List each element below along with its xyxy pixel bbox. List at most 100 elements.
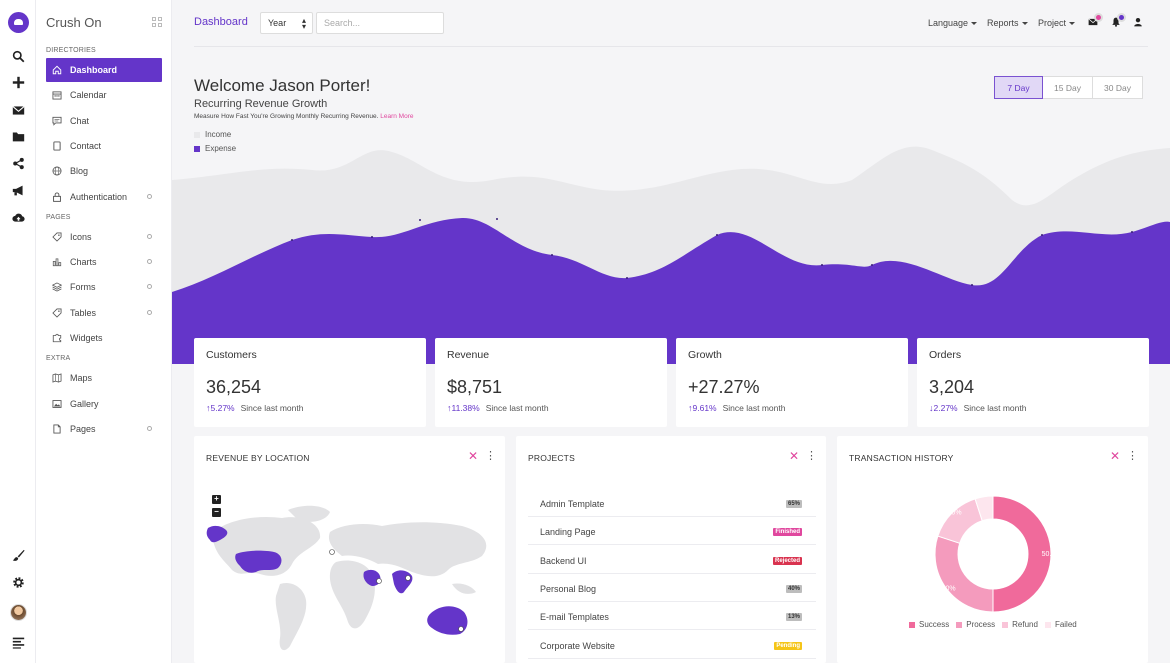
sidebar-item-widgets[interactable]: Widgets: [46, 326, 162, 350]
submenu-indicator-icon: [147, 259, 152, 265]
share-icon[interactable]: [0, 153, 36, 173]
sidebar-item-icons[interactable]: Icons: [46, 225, 162, 249]
map-region-alaska[interactable]: [206, 525, 228, 543]
user-icon[interactable]: [1132, 16, 1144, 28]
project-status-badge: Finished: [773, 528, 802, 537]
project-row[interactable]: Personal Blog 40%: [528, 574, 816, 602]
stat-delta: ↑9.61% Since last month: [688, 403, 785, 413]
sidebar-item-dashboard[interactable]: Dashboard: [46, 58, 162, 82]
project-row[interactable]: Backend UI Rejected: [528, 546, 816, 574]
menu-lines-icon[interactable]: [0, 632, 36, 652]
sidebar-item-charts[interactable]: Charts: [46, 250, 162, 274]
learn-more-link[interactable]: Learn More: [380, 113, 414, 120]
stat-value: 36,254: [206, 377, 262, 397]
close-icon[interactable]: ✕: [468, 449, 479, 463]
brand-logo-icon[interactable]: [8, 12, 29, 33]
bell-icon[interactable]: [1110, 13, 1126, 28]
arrow-up-icon: ↑: [447, 403, 452, 413]
tab-30-day[interactable]: 30 Day: [1093, 76, 1143, 99]
sidebar-item-chat[interactable]: Chat: [46, 109, 162, 133]
sidebar-item-calendar[interactable]: Calendar: [46, 83, 162, 107]
sidebar-item-label: Maps: [70, 373, 93, 384]
reports-dropdown[interactable]: Reports: [987, 18, 1028, 28]
welcome-title: Welcome Jason Porter!: [194, 76, 371, 95]
legend-expense-swatch: [194, 145, 200, 152]
tab-7-day[interactable]: 7 Day: [994, 76, 1043, 99]
sidebar-item-tables[interactable]: Tables: [46, 301, 162, 325]
stat-since: Since last month: [240, 403, 304, 413]
sidebar-item-label: Charts: [70, 257, 97, 268]
legend-income-swatch: [194, 131, 200, 138]
project-status-badge: 65%: [785, 500, 802, 508]
world-map[interactable]: [202, 504, 502, 663]
breadcrumb[interactable]: Dashboard: [194, 16, 248, 28]
project-dropdown[interactable]: Project: [1038, 18, 1075, 28]
submenu-indicator-icon: [147, 233, 152, 239]
sidebar-item-label: Widgets: [70, 333, 103, 343]
file-icon: [46, 424, 68, 434]
donut-slice-failed[interactable]: [974, 495, 994, 522]
sidebar-item-forms[interactable]: Forms: [46, 275, 162, 299]
legend-item-process[interactable]: Process: [956, 620, 995, 629]
period-select-value: Year: [268, 18, 287, 28]
map-region-australia[interactable]: [427, 606, 468, 635]
more-vertical-icon[interactable]: ⋮: [485, 450, 496, 462]
envelope-icon[interactable]: [0, 100, 36, 120]
language-dropdown[interactable]: Language: [928, 18, 977, 28]
mail-notification-icon[interactable]: [1087, 13, 1103, 28]
expense-area: [172, 217, 1170, 364]
close-icon[interactable]: ✕: [789, 449, 800, 463]
sidebar-item-maps[interactable]: Maps: [46, 366, 162, 390]
map-region-usa[interactable]: [235, 550, 282, 573]
project-row[interactable]: Corporate Website Pending: [528, 631, 816, 659]
map-region-saudi-arabia[interactable]: [363, 569, 381, 586]
sidebar-item-label: Icons: [70, 231, 92, 242]
more-vertical-icon[interactable]: ⋮: [806, 450, 817, 462]
project-row[interactable]: E-mail Templates 13%: [528, 602, 816, 631]
search-icon[interactable]: [0, 46, 36, 66]
brush-icon[interactable]: [0, 545, 36, 565]
folder-icon[interactable]: [0, 126, 36, 146]
sidebar-item-contact[interactable]: Contact: [46, 134, 162, 158]
more-vertical-icon[interactable]: ⋮: [1127, 450, 1138, 462]
period-select[interactable]: Year ▴ ▾: [260, 12, 313, 34]
sidebar-item-label: Pages: [70, 423, 96, 434]
cloud-upload-icon[interactable]: [0, 207, 36, 227]
sidebar-item-pages[interactable]: Pages: [46, 417, 162, 441]
tab-15-day[interactable]: 15 Day: [1043, 76, 1093, 99]
close-icon[interactable]: ✕: [1110, 449, 1121, 463]
project-row[interactable]: Landing Page Finished: [528, 517, 816, 546]
project-status-badge: Pending: [774, 641, 802, 650]
legend-income: Income: [194, 130, 231, 139]
sidebar-item-gallery[interactable]: Gallery: [46, 392, 162, 416]
stat-card-revenue: Revenue $8,751 ↑11.38% Since last month: [435, 338, 667, 427]
stat-percent: 11.38%: [451, 403, 480, 413]
donut-slice-success[interactable]: [992, 495, 1052, 613]
stat-value: 3,204: [929, 377, 975, 397]
avatar[interactable]: [10, 604, 27, 621]
revenue-wave-chart: [172, 146, 1170, 364]
donut-slice-process[interactable]: [934, 535, 994, 613]
stat-label: Customers: [206, 349, 257, 361]
sidebar-item-blog[interactable]: Blog: [46, 159, 162, 183]
project-name: Admin Template: [540, 499, 605, 509]
search-input[interactable]: [316, 12, 444, 34]
gear-icon[interactable]: [0, 572, 36, 592]
megaphone-icon[interactable]: [0, 180, 36, 200]
map-zoom-in-button[interactable]: +: [212, 495, 221, 504]
stat-card-growth: Growth +27.27% ↑9.61% Since last month: [676, 338, 908, 427]
grid-toggle-icon[interactable]: [152, 17, 162, 27]
map-zoom-out-button[interactable]: −: [212, 508, 221, 517]
project-row[interactable]: Admin Template 65%: [528, 489, 816, 517]
sidebar-item-authentication[interactable]: Authentication: [46, 185, 162, 209]
sidebar-item-label: Gallery: [70, 398, 99, 409]
legend-item-failed[interactable]: Failed: [1044, 620, 1077, 629]
stat-delta: ↑11.38% Since last month: [447, 403, 549, 413]
sidebar-item-label: Blog: [70, 166, 89, 177]
legend-item-success[interactable]: Success: [909, 620, 949, 629]
legend-item-refund[interactable]: Refund: [1002, 620, 1038, 629]
legend-swatch: [1044, 621, 1051, 628]
plus-icon[interactable]: [0, 72, 36, 92]
map-region-india[interactable]: [392, 570, 413, 594]
donut-slice-refund[interactable]: [937, 498, 983, 544]
